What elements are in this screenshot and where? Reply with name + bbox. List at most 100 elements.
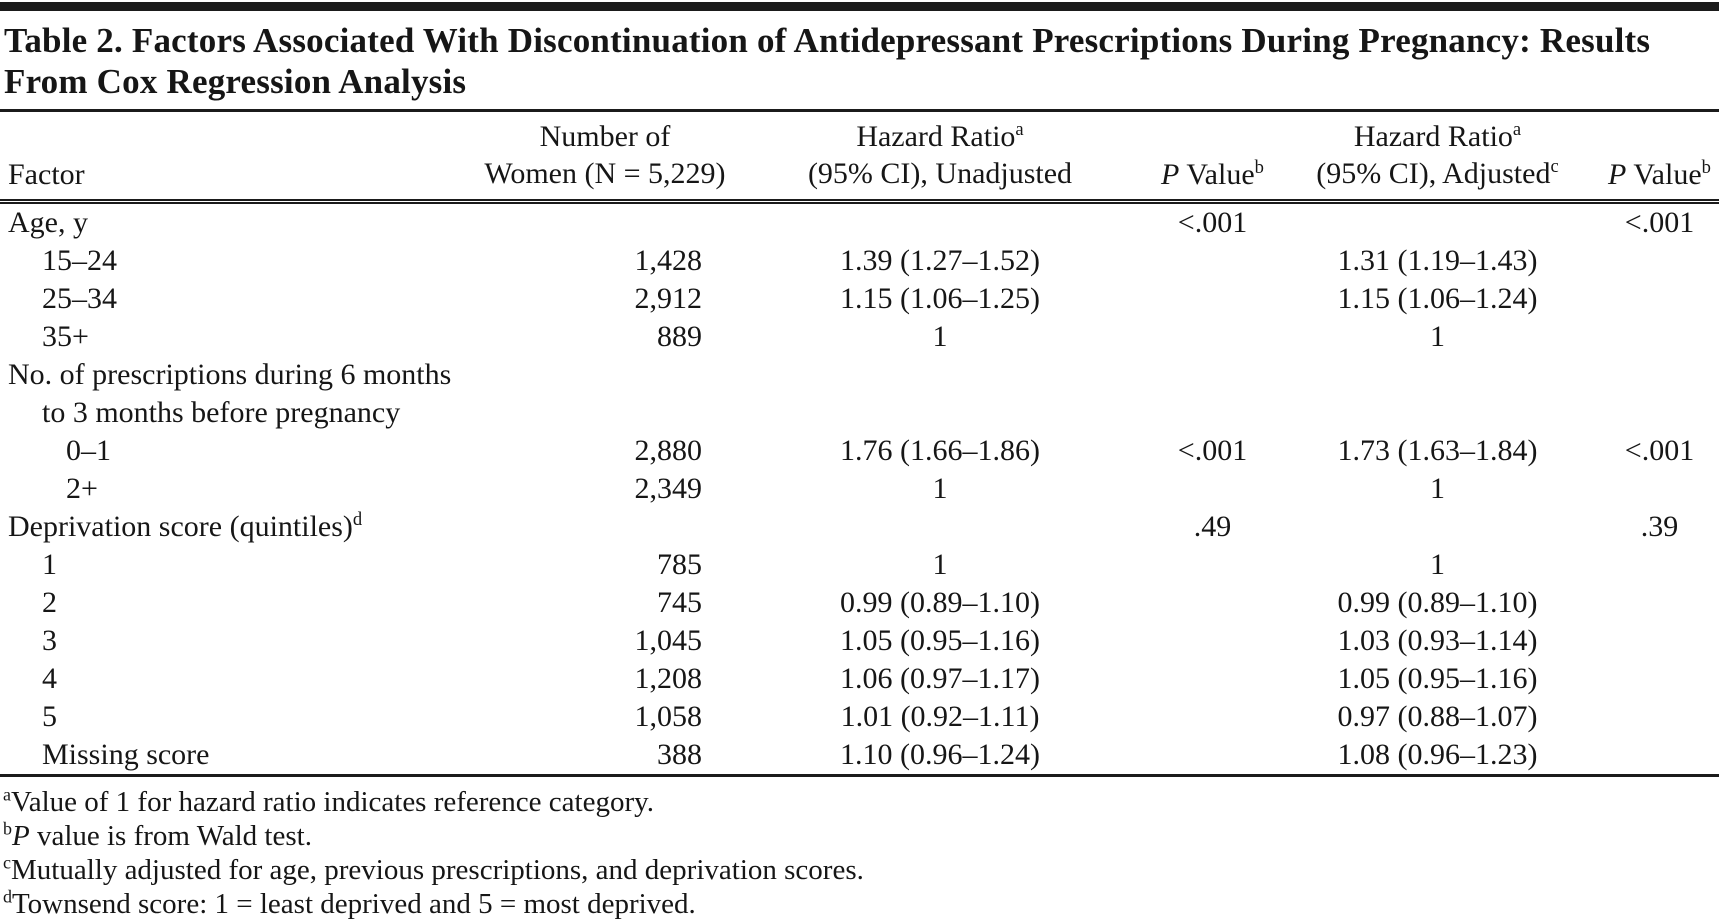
table-row: 3 1,045 1.05 (0.95–1.16) 1.03 (0.93–1.14) bbox=[0, 622, 1719, 660]
p-value-unadjusted-cell: <.001 bbox=[1177, 206, 1248, 239]
hazard-ratio-adjusted-cell: 1.31 (1.19–1.43) bbox=[1337, 244, 1538, 277]
hazard-ratio-adjusted-cell: 1.15 (1.06–1.24) bbox=[1337, 282, 1538, 315]
factor-cell: 25–34 bbox=[0, 280, 480, 318]
header-hr-unadjusted: Hazard Ratioa (95% CI), Unadjusted bbox=[730, 112, 1150, 204]
p-value-adjusted-cell bbox=[1600, 660, 1719, 698]
table-row: 5 1,058 1.01 (0.92–1.11) 0.97 (0.88–1.07) bbox=[0, 698, 1719, 736]
p-value-unadjusted-cell bbox=[1150, 280, 1275, 318]
factor-superscript: d bbox=[352, 509, 363, 530]
hazard-ratio-adjusted-cell bbox=[1275, 202, 1600, 243]
p-value-adjusted-cell bbox=[1600, 394, 1719, 432]
factor-label: 4 bbox=[42, 662, 57, 695]
p-value-adjusted-cell: .39 bbox=[1640, 510, 1679, 543]
table-row: No. of prescriptions during 6 months bbox=[0, 356, 1719, 394]
table-row: 0–1 2,880 1.76 (1.66–1.86) <.001 1.73 (1.63–… bbox=[0, 432, 1719, 470]
header-p-value-unadjusted: P Valueb bbox=[1150, 112, 1275, 204]
table-row: to 3 months before pregnancy bbox=[0, 394, 1719, 432]
factor-label: 3 bbox=[42, 624, 57, 657]
footnotes: aValue of 1 for hazard ratio indicates r… bbox=[0, 777, 1719, 920]
p-value-unadjusted-cell bbox=[1150, 622, 1275, 660]
p-value-adjusted-cell bbox=[1600, 470, 1719, 508]
factor-cell: 4 bbox=[0, 660, 480, 698]
hazard-ratio-adjusted-cell: 0.97 (0.88–1.07) bbox=[1337, 700, 1538, 733]
hazard-ratio-unadjusted-cell: 1.05 (0.95–1.16) bbox=[840, 624, 1040, 657]
factor-label: 2+ bbox=[66, 472, 98, 505]
hazard-ratio-adjusted-cell bbox=[1275, 356, 1600, 394]
factor-label: Deprivation score (quintiles) bbox=[8, 510, 353, 543]
table-row: Age, y <.001 <.001 bbox=[0, 202, 1719, 243]
p-value-unadjusted-cell: <.001 bbox=[1177, 434, 1248, 467]
factor-label: No. of prescriptions during 6 months bbox=[8, 358, 452, 391]
footnote: dTownsend score: 1 = least deprived and … bbox=[3, 887, 1719, 920]
hazard-ratio-unadjusted-cell: 1.06 (0.97–1.17) bbox=[840, 662, 1040, 695]
p-value-unadjusted-cell bbox=[1150, 470, 1275, 508]
header-hr-adj-sup-a: a bbox=[1512, 119, 1522, 140]
factor-cell: 35+ bbox=[0, 318, 480, 356]
factor-cell: 2+ bbox=[0, 470, 480, 508]
table-row: 2+ 2,349 1 1 bbox=[0, 470, 1719, 508]
p-value-unadjusted-cell bbox=[1150, 584, 1275, 622]
table-row: Deprivation score (quintiles)d .49 .39 bbox=[0, 508, 1719, 546]
hazard-ratio-adjusted-cell: 1.08 (0.96–1.23) bbox=[1275, 736, 1600, 777]
header-hr-adj-line2: (95% CI), Adjustedc bbox=[1275, 155, 1600, 192]
footnote-text: Townsend score: 1 = least deprived and 5… bbox=[11, 888, 696, 920]
p-value-unadjusted-cell bbox=[1150, 546, 1275, 584]
footnote-text: Value of 1 for hazard ratio indicates re… bbox=[10, 786, 654, 818]
cox-regression-table: Factor Number of Women (N = 5,229) Hazar… bbox=[0, 112, 1719, 777]
factor-cell: Missing score bbox=[0, 736, 480, 777]
p-value-adjusted-cell bbox=[1600, 584, 1719, 622]
factor-label: Age, y bbox=[8, 206, 88, 239]
p-value-adjusted-cell bbox=[1600, 242, 1719, 280]
header-hr-adj-line1: Hazard Ratioa bbox=[1275, 118, 1600, 155]
hazard-ratio-unadjusted-cell: 1.39 (1.27–1.52) bbox=[840, 244, 1040, 277]
p-value-unadjusted-cell bbox=[1150, 736, 1275, 777]
p-value-adjusted-cell bbox=[1600, 356, 1719, 394]
footnote-marker: c bbox=[3, 852, 11, 873]
number-of-women-cell: 388 bbox=[480, 736, 730, 777]
p-value-adjusted-cell bbox=[1600, 546, 1719, 584]
p-value-unadjusted-cell bbox=[1150, 660, 1275, 698]
factor-label: 2 bbox=[42, 586, 57, 619]
number-of-women-cell: 2,880 bbox=[634, 434, 703, 467]
hazard-ratio-unadjusted-cell bbox=[730, 394, 1150, 432]
factor-label: 1 bbox=[42, 548, 57, 581]
number-of-women-cell: 1,428 bbox=[634, 244, 703, 277]
hazard-ratio-unadjusted-cell: 1 bbox=[932, 320, 948, 353]
hazard-ratio-adjusted-cell bbox=[1275, 394, 1600, 432]
factor-cell: 2 bbox=[0, 584, 480, 622]
header-hr-unadj-title: Hazard Ratio bbox=[856, 120, 1016, 153]
footnote-italic-lead: P bbox=[11, 820, 30, 852]
p-value-adjusted-cell bbox=[1600, 736, 1719, 777]
factor-cell: 3 bbox=[0, 622, 480, 660]
title-divider-rule bbox=[0, 109, 1719, 112]
factor-label: to 3 months before pregnancy bbox=[42, 396, 401, 429]
header-p2-label: Value bbox=[1626, 158, 1702, 191]
hazard-ratio-unadjusted-cell: 1 bbox=[932, 472, 948, 505]
factor-label: 15–24 bbox=[42, 244, 117, 277]
footnote: bP value is from Wald test. bbox=[3, 819, 1719, 853]
number-of-women-cell: 1,058 bbox=[634, 700, 703, 733]
factor-label: 0–1 bbox=[66, 434, 111, 467]
footnote: aValue of 1 for hazard ratio indicates r… bbox=[3, 785, 1719, 819]
number-of-women-cell bbox=[480, 202, 730, 243]
factor-label: 25–34 bbox=[42, 282, 117, 315]
header-p2-sup-b: b bbox=[1701, 157, 1711, 178]
header-hr-unadj-line2: (95% CI), Unadjusted bbox=[807, 157, 1073, 190]
table-title: Table 2. Factors Associated With Discont… bbox=[4, 21, 1651, 101]
table-row: 15–24 1,428 1.39 (1.27–1.52) 1.31 (1.19–1.4… bbox=[0, 242, 1719, 280]
number-of-women-cell: 889 bbox=[657, 320, 702, 353]
number-of-women-cell: 1,045 bbox=[634, 624, 703, 657]
footnote-marker: a bbox=[3, 784, 11, 805]
factor-label: Missing score bbox=[42, 738, 210, 771]
footnote-marker: d bbox=[3, 886, 12, 907]
p-value-adjusted-cell bbox=[1600, 280, 1719, 318]
hazard-ratio-unadjusted-cell: 1.15 (1.06–1.25) bbox=[840, 282, 1040, 315]
hazard-ratio-unadjusted-cell bbox=[730, 508, 1150, 546]
table-row: Missing score 388 1.10 (0.96–1.24) 1.08 (0.… bbox=[0, 736, 1719, 777]
table-row: 2 745 0.99 (0.89–1.10) 0.99 (0.89–1.10) bbox=[0, 584, 1719, 622]
hazard-ratio-unadjusted-cell bbox=[730, 202, 1150, 243]
hazard-ratio-unadjusted-cell: 1.76 (1.66–1.86) bbox=[840, 434, 1040, 467]
footnote-text: Mutually adjusted for age, previous pres… bbox=[10, 854, 864, 886]
header-hr-adj-subtitle: (95% CI), Adjusted bbox=[1316, 157, 1551, 190]
